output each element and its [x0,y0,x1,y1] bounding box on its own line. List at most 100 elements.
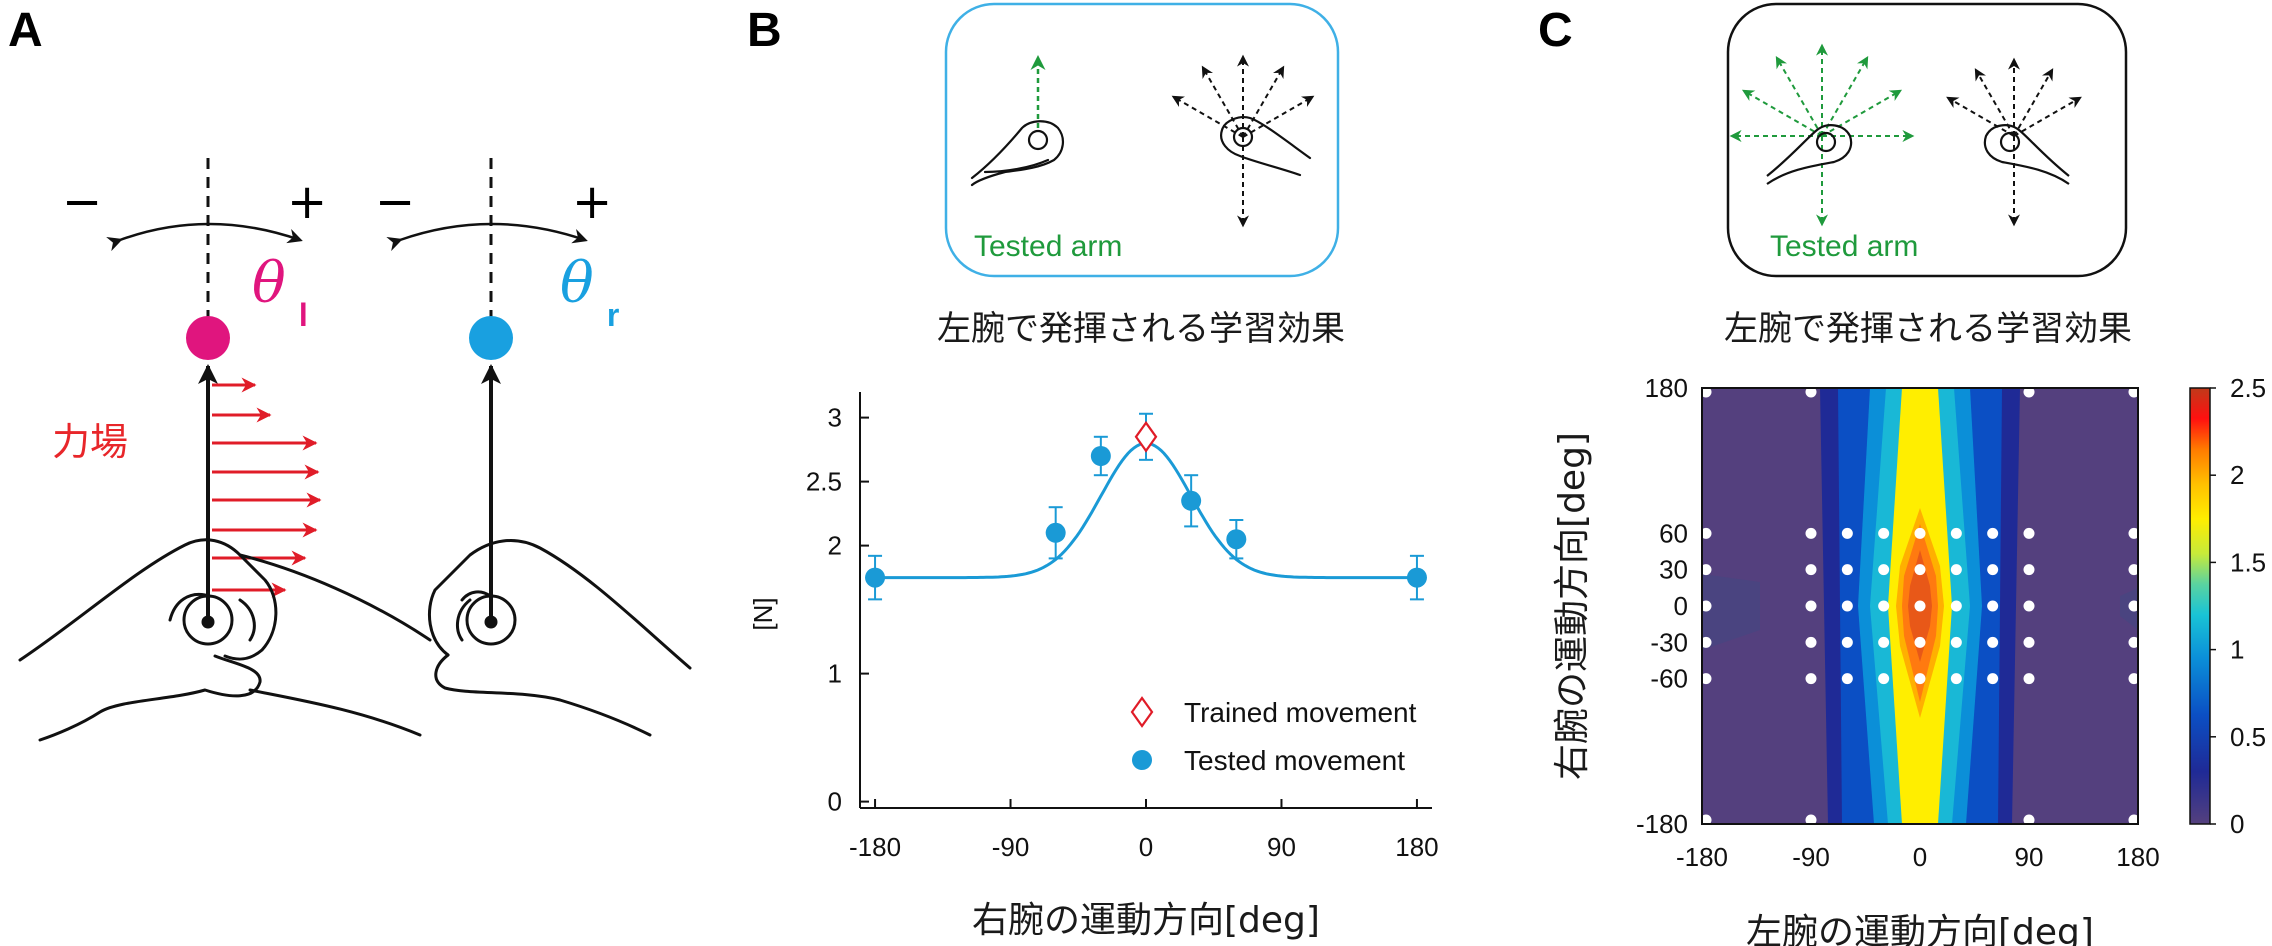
x-axis-label: 右腕の運動方向[deg] [972,900,1320,941]
x-tick-label: 0 [1139,832,1153,862]
tested-point [865,567,886,588]
plus-sign-left: + [287,174,327,230]
x-tick-label: -90 [1792,842,1830,872]
direction-arrow-icon [2013,68,2054,137]
sample-point [1700,636,1712,648]
sample-point [1841,564,1853,576]
legend-marker-tested [1132,750,1152,770]
sample-point [1987,673,1999,685]
y-tick-label: 3 [828,403,842,433]
green-direction-arrow-icon [1741,89,1823,137]
sample-point [1878,673,1890,685]
inset-hands-b [970,54,1315,228]
target-dot-right [469,316,513,360]
heatmap-band [2120,588,2138,630]
direction-arrow-icon [1201,65,1244,138]
hand-joint-icon [1999,131,2021,153]
force-field-arrows [212,377,322,598]
trained-point [1134,420,1158,453]
sample-point [1805,673,1817,685]
theta-right-label: θ r [560,251,619,333]
sample-point [1878,564,1890,576]
sample-point [1841,527,1853,539]
direction-arrow-icon [1242,65,1285,138]
sample-point [1700,564,1712,576]
sample-point [1805,527,1817,539]
sample-point [1700,527,1712,539]
sample-point [1987,564,1999,576]
y-axis-label: 右腕の運動方向[deg] [1552,432,1593,780]
tested-arm-label-b: Tested arm [974,230,1122,263]
sample-point [1805,600,1817,612]
sample-point [2128,564,2140,576]
panel-b-title: 左腕で発揮される学習効果 [937,309,1345,349]
x-tick-label: -180 [1676,842,1728,872]
y-axis-label: [N] [748,597,778,630]
y-tick-label: 30 [1659,555,1688,585]
colorbar-tick-label: 0.5 [2230,722,2266,752]
panel-letter-b: B [747,4,782,57]
x-tick-label: 180 [1395,832,1438,862]
y-tick-label: 60 [1659,518,1688,548]
tested-arm-label-c: Tested arm [1770,230,1918,263]
sample-point [2128,527,2140,539]
sample-point [1987,600,1999,612]
sample-point [1805,814,1817,826]
sample-point [2023,386,2035,398]
panel-c-title: 左腕で発揮される学習効果 [1724,309,2132,349]
direction-arrow-icon [1171,95,1244,138]
y-tick-label: -60 [1650,664,1688,694]
x-tick-label: 90 [1267,832,1296,862]
fit-curve [875,441,1417,580]
sample-point [1950,636,1962,648]
sample-point [2128,673,2140,685]
minus-sign-right: − [375,174,415,230]
tested-point [1181,490,1202,511]
sample-point [2128,600,2140,612]
sample-point [1700,814,1712,826]
direction-arrow-icon [1242,95,1315,138]
sample-point [1987,527,1999,539]
sample-point [2128,814,2140,826]
x-tick-label: 90 [2015,842,2044,872]
y-tick-label: 2 [828,531,842,561]
heatmap-frame [1701,387,2139,825]
direction-arrow-icon [1946,96,2015,137]
y-tick-label: -180 [1636,809,1688,839]
chart-c: 180 60 30 0 -30 -60 -180-180 -90 0 90 180 左腕の運動方向[d… [1552,373,2266,946]
heatmap-band [1702,574,1760,650]
legend-label-trained: Trained movement [1184,697,1417,728]
sample-point [1700,386,1712,398]
sample-point [1950,527,1962,539]
sample-point [1878,527,1890,539]
sample-point [1700,600,1712,612]
green-direction-arrow-icon [1821,89,1903,137]
sample-point [1841,673,1853,685]
x-tick-label: -180 [849,832,901,862]
sample-point [2023,636,2035,648]
sample-point [2023,527,2035,539]
tested-point [1090,446,1111,466]
inset-box-b [944,2,1340,278]
colorbar-tick-label: 2.5 [2230,373,2266,403]
sample-point [1914,600,1926,612]
sample-point [2023,673,2035,685]
sample-point [1914,564,1926,576]
hand-outline-icon [1983,124,2070,185]
colorbar [2189,387,2211,825]
x-tick-label: -90 [992,832,1030,862]
sample-point [1805,636,1817,648]
legend-marker-trained [1130,696,1154,728]
sample-point [1878,636,1890,648]
left-hand-icon [18,538,432,742]
panel-letter-a: A [8,4,43,57]
tested-point [1406,567,1427,588]
panel-c: C Tested arm 左腕で発揮される学習効果 180 60 30 0 -30 -60… [1538,2,2266,946]
colorbar-tick-label: 1.5 [2230,547,2266,577]
y-tick-label: 0 [1674,591,1688,621]
theta-left-label: θ l [252,251,308,333]
sample-point [1700,673,1712,685]
panel-a: A − + θ l 力場 [8,4,692,742]
chart-b: 0 1 2 2.5 3 -180 -90 0 90 180 [N] 右腕の運動方向[deg] Train… [748,392,1439,941]
left-arm-diagram: − + θ l 力場 [18,158,432,742]
